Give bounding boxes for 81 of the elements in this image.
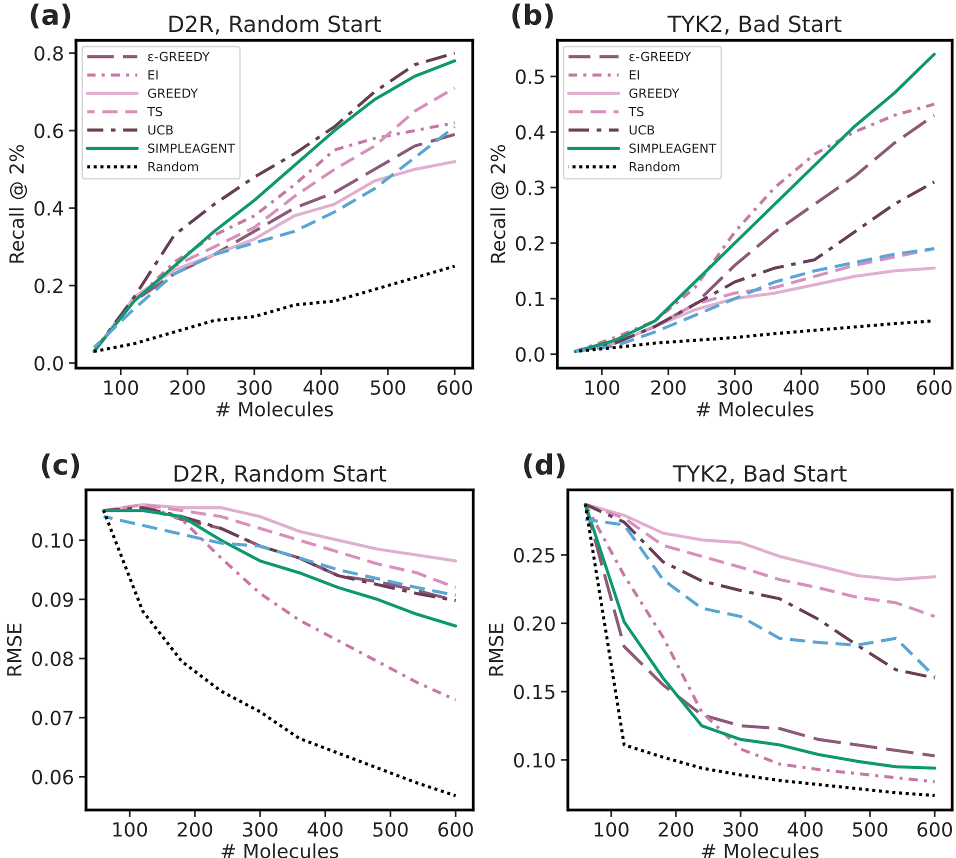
chart-title: TYK2, Bad Start bbox=[668, 15, 842, 35]
chart-title: D2R, Random Start bbox=[169, 15, 381, 35]
line-series bbox=[102, 509, 458, 628]
x-tick-label: 200 bbox=[651, 380, 686, 395]
x-tick-label: 300 bbox=[237, 380, 272, 395]
y-tick-label: 0.08 bbox=[32, 651, 73, 666]
x-tick-label: 600 bbox=[438, 380, 472, 395]
x-tick-label: 400 bbox=[784, 380, 819, 395]
y-axis-title: Recall @ 2% bbox=[490, 144, 508, 263]
y-tick-label: 0.0 bbox=[516, 347, 544, 362]
y-tick-label: 0.25 bbox=[514, 548, 554, 563]
x-tick-label: 200 bbox=[658, 822, 694, 837]
y-tick-label: 0.3 bbox=[516, 180, 544, 196]
line-series bbox=[574, 319, 936, 353]
legend-label: TS bbox=[628, 106, 644, 116]
x-tick-label: 300 bbox=[718, 380, 752, 395]
y-tick-label: 0.20 bbox=[514, 616, 555, 631]
y-tick-label: 0.15 bbox=[514, 684, 554, 700]
line-series bbox=[92, 264, 456, 353]
x-axis-title: # Molecules bbox=[222, 843, 338, 858]
y-tick-label: 0.4 bbox=[516, 124, 544, 140]
x-tick-label: 500 bbox=[850, 380, 886, 395]
x-tick-label: 400 bbox=[304, 380, 338, 395]
x-tick-label: 200 bbox=[178, 822, 212, 837]
x-tick-label: 600 bbox=[438, 822, 473, 837]
chart-title: D2R, Random Start bbox=[174, 464, 386, 484]
x-tick-label: 500 bbox=[373, 822, 408, 837]
x-tick-label: 600 bbox=[918, 822, 952, 837]
x-tick-label: 300 bbox=[724, 822, 758, 837]
legend-label: GREEDY bbox=[148, 88, 198, 98]
x-tick-label: 100 bbox=[113, 822, 147, 837]
chart-title: TYK2, Bad Start bbox=[672, 464, 847, 484]
legend-label: UCB bbox=[148, 125, 173, 135]
legend-label: ε-GREEDY bbox=[148, 52, 210, 62]
legend-label: SIMPLEAGENT bbox=[629, 144, 716, 153]
x-axis-title: # Molecules bbox=[216, 401, 333, 417]
x-tick-label: 500 bbox=[370, 380, 406, 395]
y-axis-title: RMSE bbox=[488, 624, 504, 676]
y-tick-label: 0.2 bbox=[34, 278, 62, 294]
x-tick-label: 200 bbox=[170, 380, 205, 395]
legend-label: EI bbox=[630, 70, 639, 80]
legend-label: TS bbox=[147, 106, 162, 116]
legend-label: Random bbox=[148, 162, 198, 172]
y-tick-label: 0.4 bbox=[34, 201, 64, 216]
line-series bbox=[102, 515, 458, 597]
x-axis-title: # Molecules bbox=[696, 401, 814, 417]
legend-label: SIMPLEAGENT bbox=[148, 144, 235, 153]
line-series bbox=[102, 509, 458, 798]
x-tick-label: 300 bbox=[243, 822, 278, 837]
y-tick-label: 0.06 bbox=[32, 770, 74, 784]
y-tick-label: 0.8 bbox=[34, 46, 63, 61]
text: (d) bbox=[524, 453, 565, 478]
x-tick-label: 600 bbox=[917, 380, 952, 395]
y-tick-label: 0.1 bbox=[516, 292, 544, 306]
line-series bbox=[584, 502, 936, 582]
line-series bbox=[574, 52, 936, 353]
y-tick-label: 0.09 bbox=[32, 592, 73, 608]
text: (b) bbox=[512, 4, 553, 28]
y-tick-label: 0.5 bbox=[516, 69, 544, 84]
y-tick-label: 0.0 bbox=[34, 356, 63, 371]
y-tick-label: 0.07 bbox=[32, 710, 73, 726]
x-tick-label: 500 bbox=[852, 822, 888, 837]
text: (c) bbox=[42, 453, 80, 478]
x-axis-title: # Molecules bbox=[702, 843, 819, 858]
x-tick-label: 100 bbox=[585, 380, 620, 395]
x-tick-label: 100 bbox=[104, 380, 138, 395]
text: (a) bbox=[30, 4, 70, 28]
x-tick-label: 400 bbox=[788, 822, 823, 837]
legend-label: Random bbox=[630, 162, 680, 172]
y-tick-label: 0.6 bbox=[34, 124, 63, 138]
legend-label: EI bbox=[148, 70, 158, 80]
y-axis-title: RMSE bbox=[6, 624, 22, 676]
x-tick-label: 100 bbox=[594, 822, 628, 837]
legend-label: GREEDY bbox=[629, 88, 680, 98]
y-tick-label: 0.10 bbox=[514, 752, 555, 768]
x-tick-label: 400 bbox=[308, 822, 343, 837]
y-tick-label: 0.10 bbox=[32, 533, 73, 548]
y-tick-label: 0.2 bbox=[516, 236, 544, 251]
legend-label: ε-GREEDY bbox=[629, 52, 692, 62]
legend-label: UCB bbox=[630, 125, 654, 135]
y-axis-title: Recall @ 2% bbox=[8, 144, 28, 263]
